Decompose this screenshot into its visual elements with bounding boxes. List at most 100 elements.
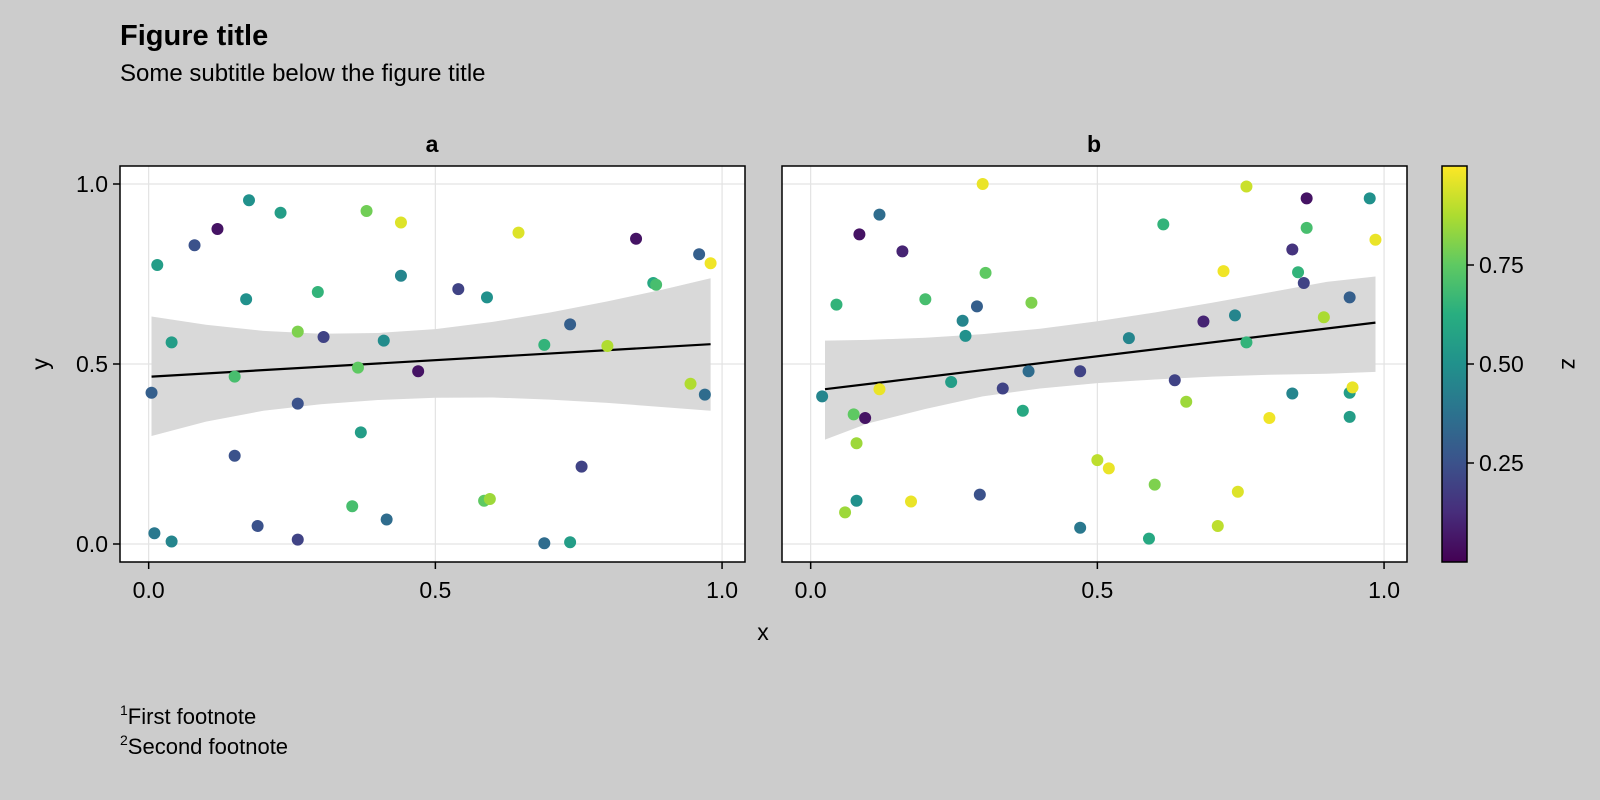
scatter-point <box>1343 410 1356 423</box>
scatter-point <box>346 500 359 513</box>
footnote-1-text: First footnote <box>127 704 257 729</box>
scatter-point <box>1369 233 1382 246</box>
scatter-point <box>1286 387 1299 400</box>
x-tick-label: 0.0 <box>795 577 827 603</box>
scatter-point <box>850 437 863 450</box>
scatter-point <box>228 449 241 462</box>
colorbar-label: z <box>1557 358 1583 370</box>
scatter-point <box>650 278 663 291</box>
scatter-point <box>905 495 918 508</box>
scatter-point <box>973 488 986 501</box>
scatter-point <box>693 248 706 261</box>
y-tick-label: 1.0 <box>76 171 108 197</box>
scatter-point <box>575 460 588 473</box>
scatter-point <box>291 325 304 338</box>
scatter-point <box>896 245 909 258</box>
panel-b-ticks: 0.0 0.5 1.0 <box>795 562 1400 603</box>
colorbar-ticks: 0.25 0.50 0.75 <box>1467 252 1524 476</box>
figure-title: Figure title <box>120 20 269 52</box>
scatter-point <box>240 293 253 306</box>
scatter-point <box>1317 311 1330 324</box>
scatter-point <box>853 228 866 241</box>
scatter-point <box>873 208 886 221</box>
scatter-point <box>1211 520 1224 532</box>
scatter-point <box>564 536 577 549</box>
scatter-point <box>1148 478 1161 491</box>
colorbar-tick-label: 0.25 <box>1479 450 1524 476</box>
scatter-point <box>1363 192 1376 205</box>
scatter-point <box>1168 374 1181 387</box>
scatter-point <box>1091 454 1104 467</box>
scatter-point <box>1300 221 1313 234</box>
footnote-1-mark: 1 <box>120 702 128 718</box>
y-tick-label: 0.5 <box>76 351 108 377</box>
x-tick-label: 0.0 <box>133 577 165 603</box>
y-tick-label: 0.0 <box>76 531 108 557</box>
scatter-point <box>1228 309 1241 322</box>
scatter-point <box>1102 462 1115 475</box>
scatter-point <box>151 259 164 271</box>
scatter-point <box>311 286 324 298</box>
panel-a-ticks: 0.0 0.5 1.0 0.0 0.5 1.0 <box>76 171 738 603</box>
scatter-point <box>816 390 829 403</box>
scatter-point <box>1346 381 1359 394</box>
scatter-point <box>704 257 717 270</box>
scatter-point <box>1074 521 1087 534</box>
scatter-point <box>1286 243 1299 256</box>
scatter-point <box>354 426 367 439</box>
scatter-point <box>1292 266 1305 279</box>
colorbar-tick-label: 0.50 <box>1479 351 1524 377</box>
panel-b-points <box>816 178 1382 545</box>
panel-a-confidence-band <box>151 278 711 436</box>
scatter-point <box>1074 365 1087 378</box>
y-axis-label: y <box>27 358 53 370</box>
scatter-point <box>979 266 992 279</box>
scatter-point <box>483 493 496 505</box>
scatter-point <box>684 377 697 390</box>
x-axis-label: x <box>757 619 769 645</box>
scatter-point <box>1022 365 1035 378</box>
scatter-point <box>1263 412 1276 424</box>
scatter-point <box>291 397 304 410</box>
figure-subtitle: Some subtitle below the figure title <box>120 60 486 87</box>
footnote-1: 1First footnote <box>120 702 257 730</box>
scatter-point <box>1142 532 1155 545</box>
panel-a-fit-line <box>151 343 711 378</box>
scatter-point <box>538 537 551 550</box>
scatter-point <box>188 239 201 252</box>
scatter-point <box>412 365 425 378</box>
scatter-point <box>1122 332 1135 345</box>
scatter-point <box>873 383 886 396</box>
scatter-point <box>360 205 373 217</box>
panel-b: 0.0 0.5 1.0 b <box>781 131 1408 603</box>
scatter-point <box>211 223 224 235</box>
panel-a-title: a <box>426 131 439 157</box>
scatter-point <box>698 388 711 401</box>
panel-b-fit-line <box>824 321 1376 391</box>
scatter-point <box>538 338 551 351</box>
x-tick-label: 1.0 <box>1368 577 1400 603</box>
scatter-point <box>291 533 304 546</box>
scatter-point <box>996 382 1009 395</box>
scatter-point <box>830 298 843 311</box>
scatter-point <box>564 318 577 331</box>
scatter-point <box>1180 395 1193 408</box>
scatter-point <box>165 336 178 349</box>
scatter-point <box>976 178 989 190</box>
panel-a: 0.0 0.5 1.0 0.0 0.5 1.0 a <box>76 131 746 603</box>
scatter-point <box>243 194 256 207</box>
scatter-point <box>480 291 493 304</box>
panel-b-title: b <box>1087 131 1101 157</box>
scatter-point <box>1300 192 1313 205</box>
scatter-point <box>394 216 407 229</box>
scatter-point <box>919 293 932 306</box>
scatter-point <box>1217 265 1230 278</box>
scatter-point <box>630 232 643 245</box>
scatter-point <box>165 535 178 548</box>
scatter-point <box>601 340 614 352</box>
scatter-point <box>850 494 863 507</box>
colorbar-gradient <box>1441 165 1468 563</box>
scatter-point <box>1231 485 1244 498</box>
scatter-point <box>1240 180 1253 193</box>
